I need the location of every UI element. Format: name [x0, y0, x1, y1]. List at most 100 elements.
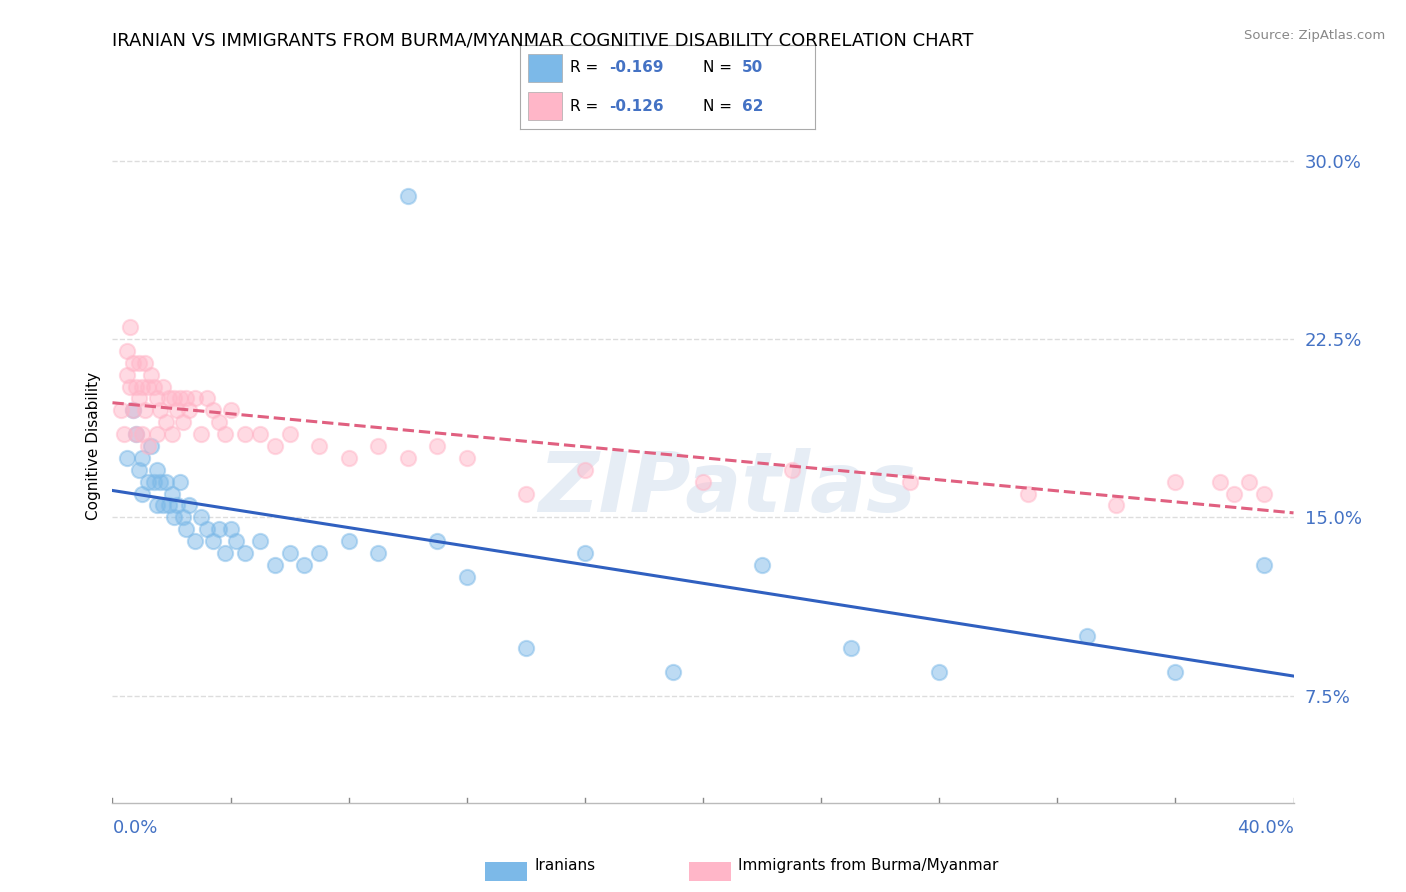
Point [308, 439, 330, 453]
Point [396, 189, 419, 203]
Point [131, 486, 153, 500]
Point [190, 510, 212, 524]
Point [128, 463, 150, 477]
Point [169, 392, 191, 406]
Point [1223, 486, 1246, 500]
Point [278, 427, 301, 442]
Point [149, 475, 172, 489]
Point [692, 475, 714, 489]
Point [152, 379, 174, 393]
Point [172, 510, 194, 524]
Point [898, 475, 921, 489]
Point [292, 558, 315, 572]
Point [278, 546, 301, 560]
Point [146, 463, 169, 477]
Point [367, 546, 389, 560]
Point [160, 486, 183, 500]
Point [122, 403, 145, 417]
Text: Iranians: Iranians [534, 858, 595, 872]
Point [163, 392, 186, 406]
Point [160, 427, 183, 442]
Point [136, 475, 159, 489]
Point [117, 368, 138, 382]
Point [110, 403, 132, 417]
Point [172, 415, 194, 429]
Text: ZIPatlas: ZIPatlas [537, 449, 915, 529]
Point [122, 356, 145, 370]
Point [337, 450, 360, 465]
Point [155, 475, 177, 489]
Point [249, 427, 271, 442]
Point [308, 546, 330, 560]
Point [146, 499, 169, 513]
Point [136, 439, 159, 453]
Point [166, 499, 188, 513]
Point [780, 463, 803, 477]
Point [1253, 486, 1275, 500]
Text: N =: N = [703, 61, 737, 76]
Point [112, 427, 135, 442]
Point [214, 546, 236, 560]
Point [1239, 475, 1261, 489]
Point [157, 499, 180, 513]
Point [337, 534, 360, 549]
Point [574, 463, 596, 477]
Point [515, 641, 537, 656]
Point [751, 558, 773, 572]
Point [426, 534, 449, 549]
Point [155, 415, 177, 429]
Point [426, 439, 449, 453]
Point [201, 534, 224, 549]
Point [662, 665, 685, 679]
Point [1208, 475, 1232, 489]
Point [195, 392, 218, 406]
Text: Source: ZipAtlas.com: Source: ZipAtlas.com [1244, 29, 1385, 42]
Text: IRANIAN VS IMMIGRANTS FROM BURMA/MYANMAR COGNITIVE DISABILITY CORRELATION CHART: IRANIAN VS IMMIGRANTS FROM BURMA/MYANMAR… [112, 31, 974, 49]
Point [131, 379, 153, 393]
Point [125, 379, 148, 393]
Point [264, 558, 287, 572]
Point [139, 439, 162, 453]
Point [195, 522, 218, 536]
Point [219, 522, 242, 536]
Point [190, 427, 212, 442]
Point [214, 427, 236, 442]
Point [208, 522, 231, 536]
Text: R =: R = [571, 61, 603, 76]
Text: 50: 50 [742, 61, 763, 76]
Point [117, 343, 138, 358]
Point [184, 392, 207, 406]
Point [201, 403, 224, 417]
Point [131, 427, 153, 442]
Point [166, 403, 188, 417]
Point [179, 403, 201, 417]
Point [128, 392, 150, 406]
Point [174, 522, 197, 536]
Point [225, 534, 247, 549]
Point [125, 427, 148, 442]
Point [233, 546, 256, 560]
Point [128, 356, 150, 370]
Point [184, 534, 207, 549]
Point [396, 450, 419, 465]
Point [249, 534, 271, 549]
Point [574, 546, 596, 560]
Point [136, 379, 159, 393]
Point [139, 368, 162, 382]
Text: 40.0%: 40.0% [1237, 819, 1294, 837]
Point [142, 379, 165, 393]
Point [1105, 499, 1128, 513]
Point [1253, 558, 1275, 572]
Point [456, 570, 478, 584]
Point [219, 403, 242, 417]
Text: 0.0%: 0.0% [112, 819, 157, 837]
Point [152, 499, 174, 513]
Text: Immigrants from Burma/Myanmar: Immigrants from Burma/Myanmar [738, 858, 998, 872]
Bar [527, 92, 561, 120]
Point [515, 486, 537, 500]
Point [122, 403, 145, 417]
Point [142, 475, 165, 489]
Point [134, 403, 156, 417]
Point [131, 450, 153, 465]
Text: R =: R = [571, 98, 603, 113]
